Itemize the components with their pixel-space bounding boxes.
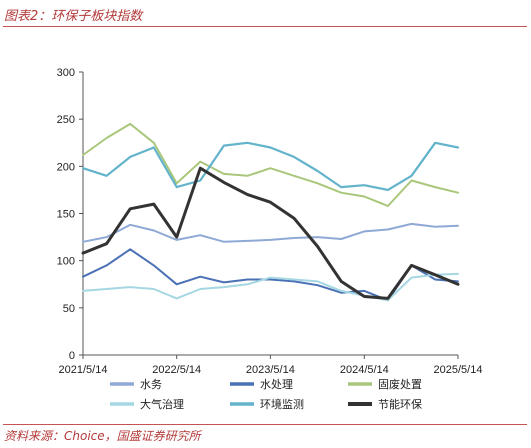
- y-tick-label: 0: [69, 350, 75, 362]
- legend-label-2: 水处理: [260, 378, 293, 391]
- figure-source: 资料来源：Choice，国盛证券研究所: [4, 429, 201, 443]
- y-tick-label: 300: [57, 67, 75, 79]
- series-line-1: [82, 222, 459, 243]
- legend-label-4: 大气治理: [140, 397, 184, 411]
- x-tick-label: 2025/5/14: [434, 364, 483, 376]
- series-line-6: [81, 166, 460, 300]
- x-tick-label: 2024/5/14: [340, 364, 389, 376]
- y-tick-label: 100: [57, 256, 75, 268]
- legend-label-6: 节能环保: [378, 397, 422, 411]
- series-line-5: [81, 141, 460, 191]
- source-divider: [3, 424, 527, 425]
- y-tick-label: 50: [63, 303, 75, 315]
- series-line-3: [82, 122, 459, 207]
- y-tick-label: 200: [57, 161, 75, 173]
- legend-label-3: 固废处置: [378, 377, 422, 391]
- figure-title: 图表2：环保子板块指数: [4, 9, 143, 24]
- series-line-2: [82, 248, 459, 302]
- x-tick-label: 2022/5/14: [152, 364, 201, 376]
- x-tick-label: 2021/5/14: [59, 364, 108, 376]
- x-tick-label: 2023/5/14: [246, 364, 295, 376]
- title-divider: [3, 26, 527, 27]
- legend-label-1: 水务: [140, 378, 162, 391]
- y-tick-label: 250: [57, 114, 75, 126]
- y-tick-label: 150: [57, 209, 75, 221]
- series-line-4: [82, 272, 459, 302]
- legend-label-5: 环境监测: [260, 397, 304, 411]
